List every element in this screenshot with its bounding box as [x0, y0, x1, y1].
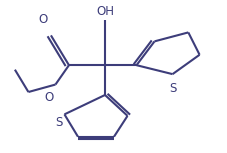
- Text: OH: OH: [96, 4, 114, 17]
- Text: S: S: [168, 82, 175, 95]
- Text: O: O: [44, 91, 53, 104]
- Text: S: S: [55, 116, 62, 129]
- Text: O: O: [38, 13, 47, 26]
